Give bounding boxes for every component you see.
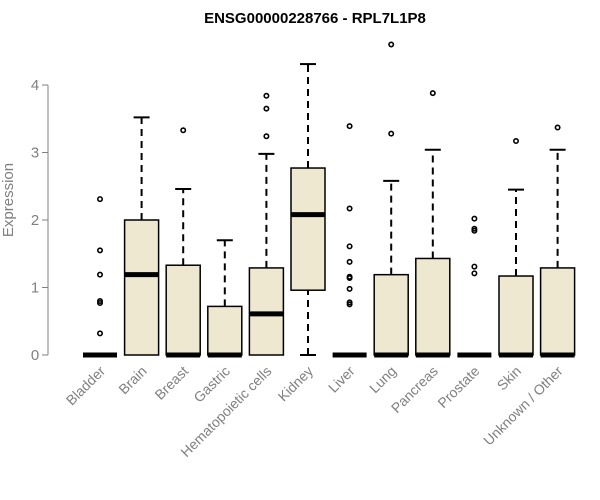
box-iqr: [373, 273, 409, 356]
outlier-point: [471, 227, 478, 234]
outlier-point: [97, 330, 104, 337]
y-axis-label: Expression: [0, 163, 17, 237]
box-iqr: [123, 219, 160, 356]
y-tick-label: 3: [31, 145, 39, 162]
box-kidney: [290, 63, 326, 356]
outlier-point: [263, 92, 270, 99]
box-iqr: [415, 257, 451, 356]
box-gastric: [207, 239, 243, 358]
x-tick-label: Prostate: [434, 363, 482, 411]
outlier-point: [346, 258, 353, 265]
box-iqr: [498, 275, 534, 356]
outlier-point: [471, 215, 478, 222]
outlier-point: [346, 275, 353, 282]
outlier-point: [97, 300, 104, 307]
outlier-point: [471, 263, 478, 270]
box-bladder: [83, 196, 117, 358]
box-lung: [373, 41, 409, 358]
outlier-point: [346, 205, 353, 212]
outlier-point: [554, 124, 561, 131]
y-tick-label: 4: [31, 77, 39, 94]
box-iqr: [539, 267, 576, 356]
box-hematopoietic-cells: [248, 92, 285, 356]
outlier-point: [97, 196, 104, 203]
outlier-point: [346, 285, 353, 292]
outlier-point: [429, 90, 436, 97]
outlier-point: [263, 105, 270, 112]
box-unknown-other: [539, 124, 576, 358]
box-breast: [165, 127, 201, 358]
box-iqr: [165, 264, 201, 356]
outlier-point: [263, 133, 270, 140]
x-tick-label: Liver: [325, 363, 358, 396]
outlier-point: [346, 301, 353, 308]
outlier-point: [388, 130, 395, 137]
outlier-point: [180, 127, 187, 134]
boxes-group: [83, 41, 576, 358]
y-axis: 0 1 2 3 4: [31, 77, 49, 364]
outlier-point: [512, 138, 519, 145]
outlier-point: [97, 247, 104, 254]
x-tick-label: Breast: [151, 363, 191, 403]
outlier-point: [471, 270, 478, 277]
outlier-point: [346, 123, 353, 130]
x-tick-label: Skin: [494, 363, 525, 394]
y-tick-label: 1: [31, 280, 39, 297]
x-tick-label: Kidney: [275, 363, 317, 405]
outlier-point: [388, 41, 395, 48]
box-liver: [332, 123, 367, 358]
x-tick-label: Unknown / Other: [480, 363, 566, 449]
outlier-point: [97, 271, 104, 278]
x-tick-label: Lung: [366, 363, 399, 396]
box-iqr: [290, 167, 326, 291]
outlier-point: [346, 243, 353, 250]
y-tick-label: 2: [31, 212, 39, 229]
box-skin: [498, 138, 534, 358]
chart-title: ENSG00000228766 - RPL7L1P8: [204, 10, 426, 27]
box-iqr: [207, 305, 243, 356]
y-tick-label: 0: [31, 347, 39, 364]
box-brain: [123, 116, 160, 356]
box-prostate: [457, 215, 492, 358]
x-tick-label: Bladder: [63, 363, 109, 409]
x-tick-label: Brain: [115, 363, 149, 397]
box-pancreas: [415, 90, 451, 358]
